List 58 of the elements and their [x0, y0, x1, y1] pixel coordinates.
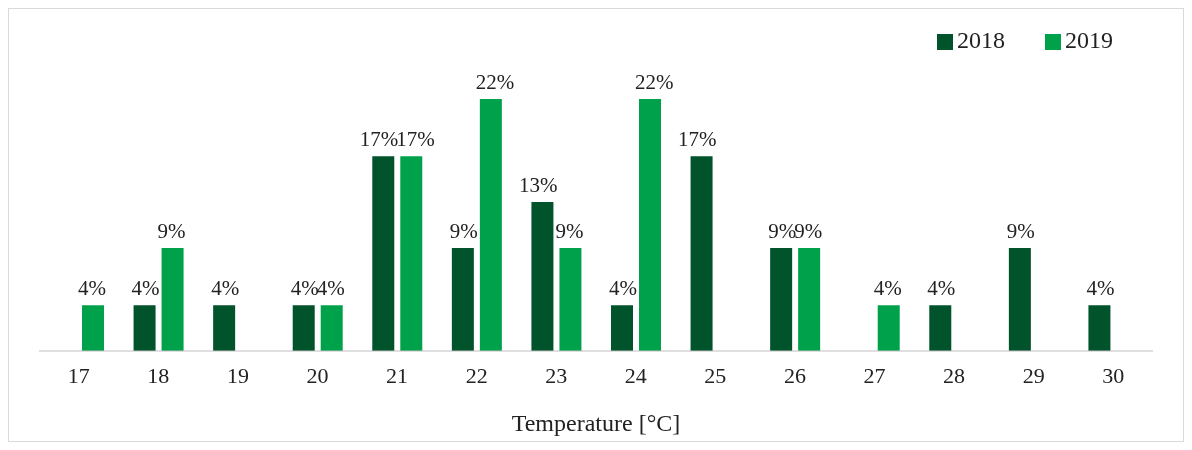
x-tick-label: 17 — [67, 362, 90, 388]
data-label: 4% — [927, 276, 956, 301]
x-tick-label: 23 — [545, 362, 568, 388]
bar — [1008, 247, 1031, 351]
bar — [770, 247, 793, 351]
x-tick-label: 25 — [704, 362, 727, 388]
bar — [611, 305, 633, 351]
data-label: 17% — [678, 127, 717, 152]
bar — [1088, 305, 1111, 351]
data-label: 13% — [518, 173, 558, 198]
data-label: 9% — [1006, 218, 1035, 243]
bar — [213, 305, 236, 351]
bar — [798, 247, 821, 351]
x-tick-label: 28 — [943, 362, 966, 388]
bar — [320, 305, 343, 351]
x-tick-label: 26 — [783, 362, 806, 388]
bar — [82, 305, 104, 351]
bar — [639, 98, 661, 351]
x-tick-label: 22 — [465, 362, 488, 388]
x-tick-label: 30 — [1102, 362, 1125, 388]
bar — [292, 305, 315, 351]
bar — [372, 156, 395, 351]
data-label: 4% — [211, 276, 240, 301]
x-axis-title: Temperature [°C] — [511, 410, 681, 436]
data-label: 4% — [1086, 276, 1115, 301]
data-label: 4% — [873, 276, 902, 301]
data-label: 4% — [78, 276, 106, 301]
x-tick-label: 20 — [306, 362, 329, 388]
x-tick-label: 18 — [147, 362, 170, 388]
data-label: 17% — [359, 127, 399, 152]
bar — [929, 305, 952, 351]
data-label: 9% — [555, 218, 584, 243]
data-label: 4% — [290, 276, 319, 301]
bar — [690, 156, 713, 351]
data-label: 9% — [157, 218, 186, 243]
data-label: 9% — [794, 218, 823, 243]
bar — [400, 156, 423, 351]
data-label: 4% — [609, 276, 637, 301]
bar — [531, 202, 554, 351]
legend-label: 2018 — [957, 27, 1005, 53]
data-label: 22% — [475, 69, 515, 94]
data-label: 9% — [449, 218, 478, 243]
x-tick-label: 19 — [226, 362, 249, 388]
data-label: 4% — [316, 276, 345, 301]
x-tick-label: 29 — [1022, 362, 1045, 388]
x-tick-label: 27 — [863, 362, 886, 388]
bar — [451, 247, 474, 351]
legend-label: 2019 — [1065, 27, 1113, 53]
data-label: 4% — [131, 276, 160, 301]
bar — [479, 98, 502, 351]
data-label: 9% — [768, 218, 797, 243]
x-tick-label: 21 — [386, 362, 409, 388]
bar — [559, 247, 582, 351]
bar — [133, 305, 156, 351]
data-label: 22% — [635, 69, 674, 94]
bar — [161, 247, 184, 351]
x-tick-label: 24 — [624, 362, 647, 388]
bar — [877, 305, 900, 351]
